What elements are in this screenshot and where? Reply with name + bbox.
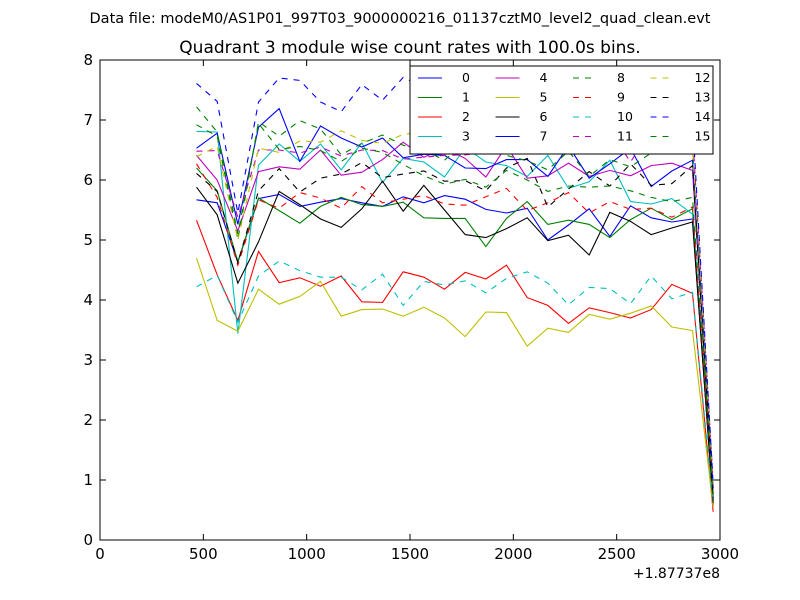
x-axis-offset-label: +1.87737e8 [633,566,720,582]
legend-label-8: 8 [617,70,625,85]
series-line-10 [196,260,714,506]
legend-label-0: 0 [462,70,470,85]
series-line-4 [196,141,714,494]
series-line-8 [196,119,714,496]
x-tick-label: 0 [95,545,105,563]
chart-title: Quadrant 3 module wise count rates with … [179,38,640,58]
legend-label-2: 2 [462,109,470,124]
series-line-13 [196,157,714,501]
x-tick-label: 2500 [598,545,636,563]
legend-label-4: 4 [540,70,548,85]
y-tick-label: 7 [83,111,93,129]
series-line-5 [195,257,714,508]
series-line-3 [196,130,714,499]
legend-box [409,65,714,155]
legend-label-14: 14 [695,109,711,124]
y-tick-label: 3 [83,351,93,369]
series-line-7 [196,107,714,489]
legend-label-12: 12 [695,70,711,85]
legend-label-6: 6 [540,109,548,124]
y-tick-label: 8 [83,51,93,69]
y-tick-label: 5 [83,231,93,249]
legend-label-1: 1 [462,90,470,105]
y-tick-label: 0 [83,531,93,549]
legend-label-9: 9 [617,90,625,105]
legend-label-7: 7 [540,129,548,144]
series-line-2 [195,220,714,512]
legend-label-3: 3 [462,129,470,144]
series-line-0 [196,193,714,506]
y-tick-label: 2 [83,411,93,429]
x-tick-label: 3000 [701,545,739,563]
legend-label-10: 10 [617,109,633,124]
series-line-6 [196,180,714,503]
figure-suptitle: Data file: modeM0/AS1P01_997T03_90000002… [90,11,711,27]
series-line-1 [196,167,714,508]
y-tick-label: 4 [83,291,93,309]
y-tick-label: 1 [83,471,93,489]
series-line-14 [196,76,714,485]
legend-label-5: 5 [540,90,548,105]
y-tick-label: 6 [83,171,93,189]
x-tick-label: 1500 [391,545,429,563]
legend-label-11: 11 [617,129,633,144]
x-tick-label: 1000 [288,545,326,563]
series-line-11 [196,117,714,483]
series-line-15 [196,106,714,496]
series-line-9 [196,163,714,498]
x-tick-label: 500 [189,545,218,563]
legend-label-13: 13 [695,90,711,105]
x-tick-label: 2000 [494,545,532,563]
legend-label-15: 15 [695,129,711,144]
